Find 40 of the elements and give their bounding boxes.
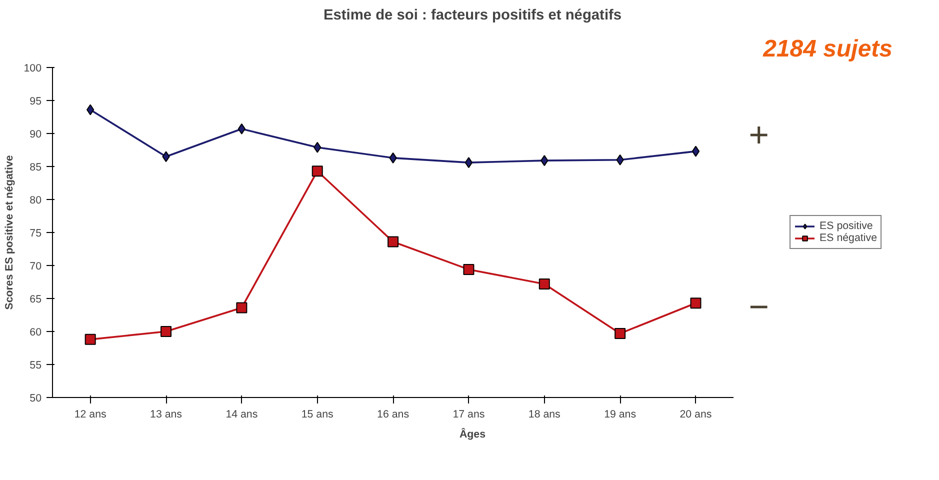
y-tick-label: 65 (30, 294, 42, 306)
x-tick-label: 20 ans (680, 408, 712, 420)
y-tick-label: 60 (30, 326, 42, 338)
x-axis-title: Âges (459, 428, 486, 440)
x-tick-label: 19 ans (604, 408, 636, 420)
point (464, 157, 473, 168)
point (690, 298, 702, 309)
x-tick-label: 13 ans (150, 408, 182, 420)
y-tick-label: 80 (30, 194, 42, 206)
x-tick-label: 18 ans (528, 408, 560, 420)
text: + (748, 116, 769, 155)
legend-label: ES négative (820, 232, 877, 244)
point (614, 328, 626, 339)
x-tick-label: 16 ans (377, 408, 410, 420)
x-tick-label: 14 ans (226, 408, 258, 420)
y-tick-label: 75 (30, 228, 42, 240)
y-tick-label: 95 (30, 96, 42, 108)
y-tick-label: 70 (30, 260, 42, 272)
x-tick-label: 17 ans (452, 408, 485, 420)
point (388, 236, 399, 248)
y-tick-label: 85 (30, 162, 42, 174)
point (238, 123, 246, 134)
point (236, 302, 248, 314)
text: 2184 sujets (762, 36, 892, 62)
point (538, 278, 550, 290)
point (312, 166, 323, 177)
y-tick-label: 90 (30, 128, 42, 140)
point (84, 334, 96, 345)
x-tick-label: 15 ans (301, 408, 334, 420)
chart-title: Estime de soi : facteurs positifs et négatifs (323, 8, 622, 24)
point (160, 326, 172, 337)
point (692, 146, 700, 157)
point (463, 264, 474, 275)
x-tick-label: 12 ans (74, 408, 106, 420)
y-tick-label: 55 (30, 360, 42, 372)
y-tick-label: 100 (24, 62, 42, 74)
text: − (748, 288, 769, 326)
y-axis-title: Scores ES positive et négative (4, 155, 16, 310)
legend-label: ES positive (820, 220, 873, 232)
y-tick-label: 50 (30, 392, 42, 404)
